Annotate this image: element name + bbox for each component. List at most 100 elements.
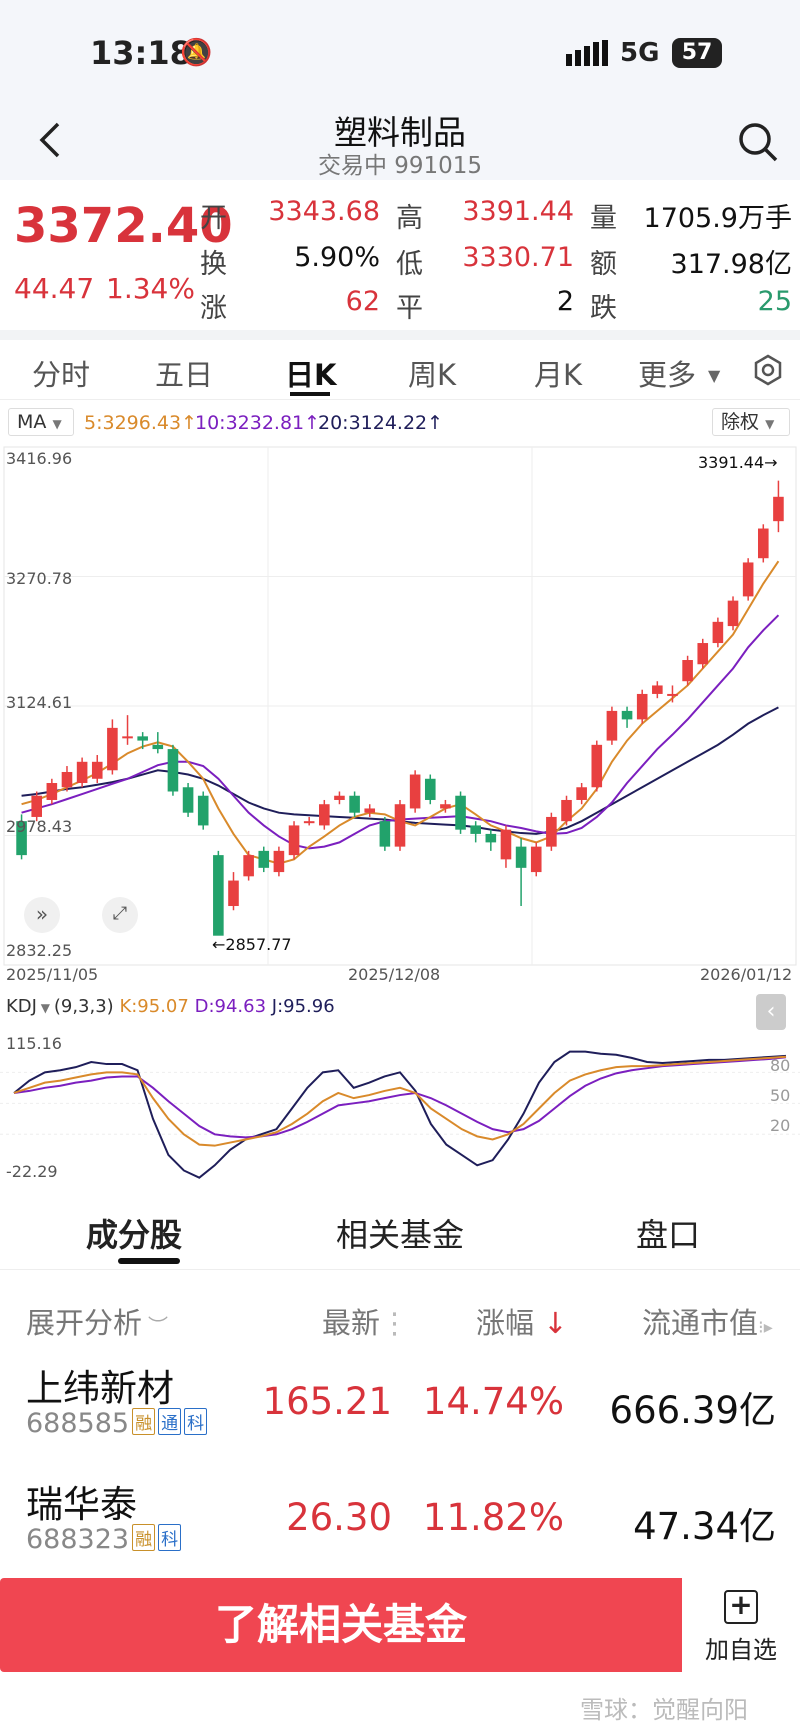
kdj-svg bbox=[0, 1050, 800, 1179]
candle-body bbox=[697, 643, 709, 665]
candle-body bbox=[576, 787, 587, 800]
stock-change-pct: 14.74% bbox=[422, 1380, 564, 1423]
up-arrow-icon: ↑ bbox=[304, 412, 321, 434]
tab-more[interactable]: 更多 bbox=[638, 358, 697, 392]
kdj-j-line bbox=[13, 1050, 787, 1179]
kline-chart[interactable]: 3416.96 3270.78 3124.61 2978.43 2832.25 … bbox=[0, 445, 800, 985]
tab-daily-k[interactable]: 日K bbox=[285, 358, 337, 392]
quote-value-up: 62 bbox=[345, 286, 380, 317]
quote-value-flat: 2 bbox=[556, 286, 574, 317]
candle-body bbox=[182, 787, 194, 813]
stock-name: 瑞华泰 bbox=[26, 1483, 137, 1526]
candle-body bbox=[773, 496, 784, 522]
up-arrow-icon: ↑ bbox=[181, 412, 197, 434]
star-market-badge: 科 bbox=[158, 1524, 182, 1551]
candle-body bbox=[122, 736, 133, 739]
related-funds-button[interactable]: 了解相关基金 bbox=[0, 1578, 682, 1672]
kdj-j-value: J:95.96 bbox=[271, 996, 335, 1017]
col-change-label: 涨幅 bbox=[476, 1306, 535, 1340]
mute-icon: 🔕 bbox=[180, 38, 213, 68]
price-change-pct: 1.34% bbox=[106, 272, 195, 305]
candle-body bbox=[167, 749, 179, 792]
ma5-value: 5:3296.43 bbox=[84, 412, 182, 434]
tab-intraday[interactable]: 分时 bbox=[32, 358, 91, 392]
quote-value-down: 25 bbox=[757, 286, 792, 317]
list-header: 展开分析 ︶ 最新⋮ 涨幅 ↓ 流通市值⁝▸ bbox=[0, 1290, 800, 1350]
page-subtitle: 交易中 991015 bbox=[317, 153, 483, 179]
tab-monthly-k[interactable]: 月K bbox=[534, 358, 583, 392]
kdj-panel: KDJ ▼ (9,3,3) K:95.07 D:94.63 J:95.96 ‹ … bbox=[0, 990, 800, 1185]
candle-body bbox=[91, 761, 103, 779]
up-arrow-icon: ↑ bbox=[427, 412, 444, 434]
collapse-panel-icon[interactable]: ‹ bbox=[756, 994, 786, 1030]
tab-order-book[interactable]: 盘口 bbox=[636, 1216, 701, 1254]
candle-body bbox=[137, 736, 148, 741]
margin-badge: 融 bbox=[132, 1524, 156, 1551]
adjust-selector[interactable]: 除权 ▼ bbox=[712, 408, 790, 436]
candle-body bbox=[258, 850, 270, 868]
page-title: 塑料制品 bbox=[334, 113, 466, 152]
tab-five-day[interactable]: 五日 bbox=[155, 358, 214, 392]
fullscreen-icon[interactable]: ⤢ bbox=[102, 897, 138, 933]
candle-body bbox=[530, 846, 542, 873]
tab-constituents[interactable]: 成分股 bbox=[86, 1216, 183, 1254]
x-tick-label: 2025/11/05 bbox=[6, 965, 99, 984]
stock-name: 上纬新材 bbox=[26, 1367, 174, 1410]
candle-body bbox=[712, 621, 724, 644]
candle-body bbox=[682, 660, 693, 682]
ma5-legend: 5:3296.43↑ bbox=[84, 412, 197, 434]
expand-chart-icon[interactable]: » bbox=[24, 897, 60, 933]
tab-weekly-k[interactable]: 周K bbox=[408, 358, 457, 392]
expand-analysis-label: 展开分析 bbox=[26, 1306, 143, 1340]
candle-body bbox=[621, 710, 633, 720]
candle-body bbox=[561, 799, 572, 822]
col-change[interactable]: 涨幅 ↓ bbox=[476, 1300, 568, 1342]
quote-value-amount: 317.98亿 bbox=[670, 249, 792, 280]
table-row[interactable]: 上纬新材 688585 融通科 165.21 14.74% 666.39亿 bbox=[0, 1350, 800, 1460]
search-icon[interactable] bbox=[736, 120, 780, 164]
candle-body bbox=[319, 804, 330, 826]
back-icon[interactable] bbox=[30, 120, 70, 160]
signal-icon bbox=[566, 40, 610, 66]
col-market-cap[interactable]: 流通市值⁝▸ bbox=[642, 1300, 773, 1342]
table-row[interactable]: 瑞华泰 688323 融科 26.30 11.82% 47.34亿 bbox=[0, 1466, 800, 1576]
stock-code-line: 688323 融科 bbox=[26, 1524, 182, 1555]
battery-icon: 57 bbox=[672, 38, 722, 68]
stock-code: 688585 bbox=[26, 1408, 130, 1439]
candle-body bbox=[197, 795, 209, 826]
col-latest[interactable]: 最新⋮ bbox=[322, 1300, 409, 1342]
kdj-k-line bbox=[13, 1055, 787, 1147]
settings-icon[interactable] bbox=[752, 354, 784, 386]
status-time: 13:18 bbox=[90, 34, 192, 72]
kdj-right-tick: 20 bbox=[770, 1116, 791, 1135]
scroll-right-icon: ⁝▸ bbox=[758, 1317, 773, 1338]
quote-label-down: 跌 bbox=[590, 293, 617, 324]
candle-body bbox=[364, 808, 376, 813]
candle-body bbox=[667, 693, 678, 696]
connect-badge: 通 bbox=[158, 1408, 182, 1435]
price-change: 44.47 bbox=[14, 272, 95, 305]
right-arrow-icon: → bbox=[764, 453, 778, 472]
kdj-params: (9,3,3) bbox=[53, 996, 114, 1017]
ma-selector[interactable]: MA ▼ bbox=[8, 408, 74, 436]
candle-body bbox=[349, 795, 360, 813]
high-marker: 3391.44→ bbox=[698, 453, 778, 472]
candle-body bbox=[76, 761, 88, 784]
kdj-selector[interactable]: KDJ bbox=[6, 996, 37, 1017]
candle-body bbox=[243, 855, 254, 877]
y-tick-label: 2978.43 bbox=[6, 817, 73, 836]
col-latest-label: 最新 bbox=[322, 1306, 381, 1340]
tab-related-funds[interactable]: 相关基金 bbox=[336, 1216, 465, 1254]
watermark: 雪球：觉醒向阳 bbox=[580, 1696, 748, 1724]
candle-body bbox=[652, 685, 663, 694]
candle-body bbox=[273, 850, 285, 873]
network-label: 5G bbox=[620, 38, 660, 68]
quote-label-high: 高 bbox=[396, 203, 423, 234]
quote-value-volume: 1705.9万手 bbox=[643, 203, 792, 234]
candle-body bbox=[288, 825, 300, 856]
current-price: 3372.40 bbox=[14, 198, 233, 254]
expand-analysis-button[interactable]: 展开分析 ︶ bbox=[26, 1300, 168, 1342]
active-tab-indicator bbox=[290, 392, 330, 396]
add-watchlist-button[interactable]: + 加自选 bbox=[682, 1578, 800, 1672]
candle-body bbox=[31, 795, 43, 817]
